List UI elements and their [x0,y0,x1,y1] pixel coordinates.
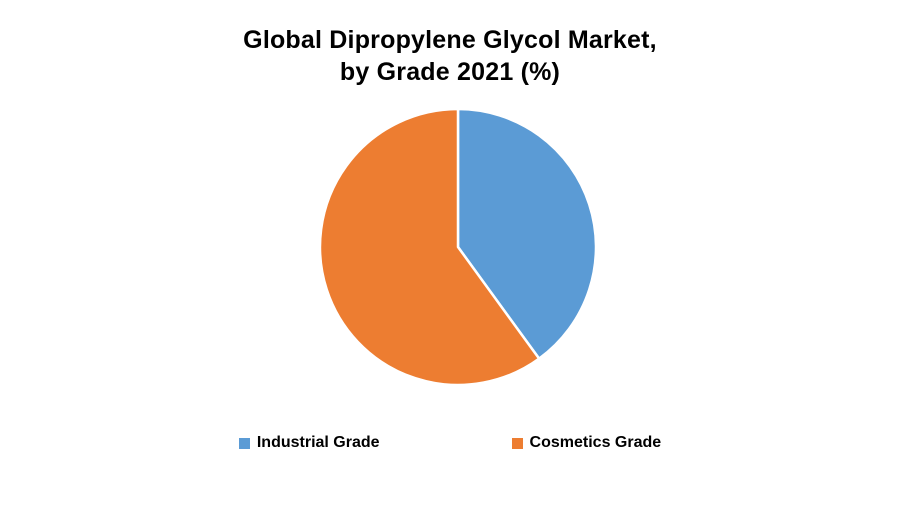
legend-item-industrial-grade: Industrial Grade [238,434,380,452]
chart-legend: Industrial Grade Cosmetics Grade [238,434,662,452]
pie-chart-area [317,106,599,388]
chart-title-line2: by Grade 2021 (%) [339,58,561,86]
legend-item-cosmetics-grade: Cosmetics Grade [511,434,662,452]
legend-swatch-industrial-grade [238,437,250,449]
pie-chart [318,107,598,387]
legend-label-industrial-grade: Industrial Grade [256,434,380,451]
pie-slice-cosmetics-grade [318,107,541,387]
chart-title: Global Dipropylene Glycol Market, by Gra… [243,24,657,88]
legend-swatch-cosmetics-grade [511,437,523,449]
legend-label-cosmetics-grade: Cosmetics Grade [529,434,662,451]
chart-title-line1: Global Dipropylene Glycol Market, [243,26,657,54]
pie-slice-industrial-grade [456,107,598,360]
